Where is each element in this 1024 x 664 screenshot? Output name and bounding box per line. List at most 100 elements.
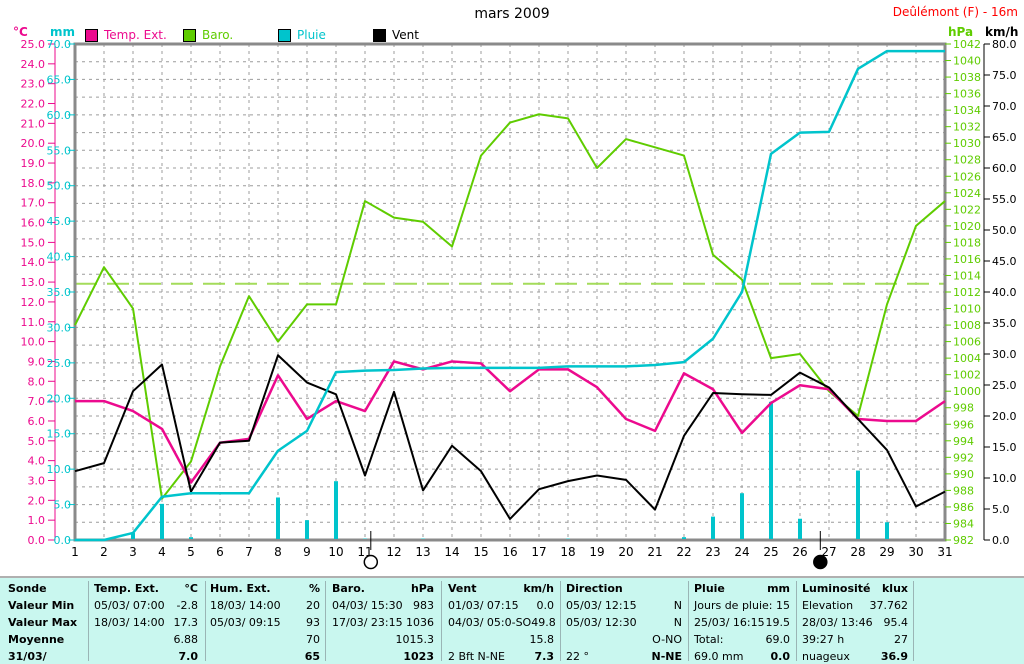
table-group-luminosit-: Luminosité klux Elevation 37.762 28/03/ 13:4… xyxy=(802,578,908,664)
axis-tick-label: 1018 xyxy=(953,236,981,249)
group-header: Hum. Ext.% xyxy=(210,582,320,598)
table-cell-label: 01/03/ 07:15 xyxy=(448,599,519,612)
table-cell-label: 25/03/ 16:15 xyxy=(694,616,765,629)
axis-tick-label: 8.0 xyxy=(28,375,46,388)
axis-tick-label: 35.0 xyxy=(47,286,72,299)
table-cell-label: Total: xyxy=(694,633,724,646)
table-separator xyxy=(796,581,797,661)
axis-tick-label: 25 xyxy=(763,545,778,559)
axis-tick-label: 1040 xyxy=(953,55,981,68)
table-separator xyxy=(88,581,89,661)
table-cell: 05/03/ 09:15 93 xyxy=(210,616,320,632)
rain-bar xyxy=(740,493,744,539)
axis-unit-wind: km/h xyxy=(985,25,1019,39)
axis-tick-label: 12.0 xyxy=(21,296,46,309)
rain-bar xyxy=(885,522,889,539)
axis-tick-label: 21.0 xyxy=(21,117,46,130)
table-cell-label: 04/03/ 05:0-SO xyxy=(448,616,532,629)
axis-tick-label: 1004 xyxy=(953,352,981,365)
axis-tick-label: 40.0 xyxy=(47,251,72,264)
table-separator xyxy=(688,581,689,661)
table-cell: 1015.3 xyxy=(332,633,435,649)
table-cell: 7.0 xyxy=(94,650,199,664)
axis-tick-label: 22.0 xyxy=(21,98,46,111)
table-separator xyxy=(325,581,326,661)
axis-tick-label: 9.0 xyxy=(28,355,46,368)
axis-tick-label: 1 xyxy=(71,545,79,559)
axis-tick-label: 15.0 xyxy=(21,236,46,249)
legend-item-rain: Pluie xyxy=(278,28,326,42)
station-name: Deûlémont (F) - 16m xyxy=(892,5,1018,19)
table-cell-value: 7.3 xyxy=(534,650,555,663)
table-cell-label: 22 ° xyxy=(566,650,589,663)
chart-title: mars 2009 xyxy=(474,6,550,22)
table-cell-value: 7.0 xyxy=(178,650,199,663)
axis-tick-label: 1026 xyxy=(953,170,981,183)
table-separator xyxy=(913,581,914,661)
axis-tick-label: 3.0 xyxy=(28,474,46,487)
axis-tick-label: 45.0 xyxy=(992,255,1017,268)
axis-tick-label: 1032 xyxy=(953,121,981,134)
axis-tick-label: 1024 xyxy=(953,187,981,200)
axis-tick-label: 5.0 xyxy=(54,499,72,512)
table-cell-value: 0.0 xyxy=(770,650,791,663)
statistics-table: Sonde Valeur Min Valeur Max Moyenne 31/03/Te… xyxy=(0,576,1024,664)
row-label-label: Moyenne xyxy=(8,633,65,646)
group-header-value: klux xyxy=(881,582,908,595)
table-cell: 05/03/ 12:15 N xyxy=(566,599,682,615)
axis-tick-label: 70.0 xyxy=(47,38,72,51)
table-cell-value: 1015.3 xyxy=(395,633,435,646)
axis-tick-label: 16.0 xyxy=(21,217,46,230)
legend-item-temp: Temp. Ext. xyxy=(85,28,167,42)
axis-tick-label: 50.0 xyxy=(992,224,1017,237)
table-cell-label: Elevation xyxy=(802,599,854,612)
axis-tick-label: 14 xyxy=(444,545,459,559)
axis-tick-label: 60.0 xyxy=(47,109,72,122)
table-cell-value: 37.762 xyxy=(869,599,909,612)
axis-tick-label: 3 xyxy=(129,545,137,559)
axis-tick-label: 20.0 xyxy=(47,392,72,405)
axis-tick-label: 20.0 xyxy=(992,410,1017,423)
table-cell: 1023 xyxy=(332,650,434,664)
axis-tick-label: 65.0 xyxy=(992,131,1017,144)
rain-swatch-icon xyxy=(278,28,291,42)
axis-tick-label: 13.0 xyxy=(21,276,46,289)
table-cell-label: nuageux xyxy=(802,650,850,663)
full-moon-icon xyxy=(363,554,379,570)
axis-tick-label: 15.0 xyxy=(47,428,72,441)
group-header: Baro. hPa xyxy=(332,582,434,598)
table-cell-value: N xyxy=(673,616,682,629)
row-label-label: Valeur Min xyxy=(8,599,75,612)
rain-bar xyxy=(131,532,135,539)
table-group-temp-ext-: Temp. Ext. °C 05/03/ 07:00 -2.8 18/03/ 14:00… xyxy=(94,578,198,664)
table-cell: 17/03/ 23:15 1036 xyxy=(332,616,434,632)
axis-tick-label: 1034 xyxy=(953,104,981,117)
axis-tick-label: 1010 xyxy=(953,303,981,316)
axis-tick-label: 20 xyxy=(618,545,633,559)
axis-tick-label: 30 xyxy=(908,545,923,559)
axis-tick-label: 18.0 xyxy=(21,177,46,190)
table-cell-value: 15.8 xyxy=(529,633,555,646)
axis-tick-label: 29 xyxy=(879,545,894,559)
axis-tick-label: 19.0 xyxy=(21,157,46,170)
table-cell: 05/03/ 07:00 -2.8 xyxy=(94,599,198,615)
table-cell-value: 93 xyxy=(306,616,320,629)
axis-unit-temp: °C xyxy=(13,25,28,39)
rain-bar xyxy=(160,503,164,539)
rain-bar xyxy=(189,537,193,539)
table-cell-value: 1036 xyxy=(406,616,434,629)
rain-bar xyxy=(856,470,860,539)
axis-tick-label: 4.0 xyxy=(28,455,46,468)
table-cell-value: 19.5 xyxy=(765,616,791,629)
table-cell: Elevation 37.762 xyxy=(802,599,908,615)
axis-tick-label: 4 xyxy=(158,545,166,559)
axis-tick-label: 31 xyxy=(937,545,952,559)
axis-tick-label: 982 xyxy=(953,534,974,547)
table-group-direction: Direction 05/03/ 12:15 N 05/03/ 12:30 N O-NO 2… xyxy=(566,578,682,664)
rain-bar xyxy=(769,401,773,539)
weather-chart: 0.01.02.03.04.05.06.07.08.09.010.011.012… xyxy=(21,38,1017,570)
axis-tick-label: 2 xyxy=(100,545,108,559)
table-cell: 65 xyxy=(210,650,320,664)
axis-tick-label: 1022 xyxy=(953,203,981,216)
